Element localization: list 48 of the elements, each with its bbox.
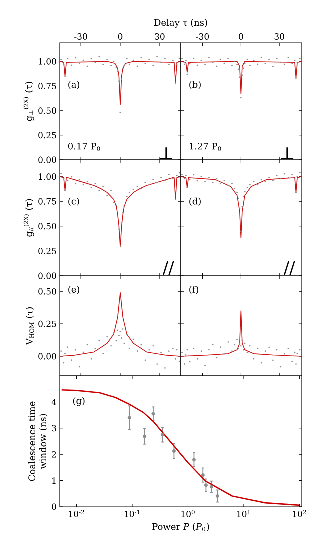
y-tick-label: 0.50 bbox=[38, 108, 56, 114]
y-axis-title: g$_{⊥}$$^{(2X)}$ (τ) bbox=[24, 82, 34, 122]
y-tick-label: 0.25 bbox=[38, 132, 56, 139]
y-tick-label: 1.00 bbox=[39, 58, 56, 65]
x-tick-label: 30 bbox=[155, 34, 165, 40]
y-tick-label: 0.50 bbox=[38, 223, 56, 230]
x-tick-label: 10$^{1}$ bbox=[237, 510, 250, 518]
y-axis-title: V$_{HOM}$ (τ) bbox=[26, 308, 34, 346]
annotation: (c) bbox=[68, 198, 80, 206]
x-tick-label: 10$^{-1}$ bbox=[124, 510, 140, 518]
y-tick-label: 0.00 bbox=[38, 272, 56, 280]
annotation: // bbox=[162, 261, 174, 276]
y-tick-label: 0.75 bbox=[38, 83, 56, 90]
x-tick-label: 10$^{0}$ bbox=[182, 510, 195, 518]
annotation: (b) bbox=[190, 81, 201, 90]
x-axis-title: Delay τ (ns) bbox=[154, 19, 208, 28]
y-tick-label: 0.75 bbox=[38, 198, 56, 205]
y-tick-label: 1 bbox=[52, 478, 56, 484]
y-tick-label: 3 bbox=[52, 425, 56, 432]
y-tick-label: 0.50 bbox=[38, 288, 56, 295]
annotation: (f) bbox=[190, 286, 199, 294]
annotation: // bbox=[284, 261, 296, 276]
y-tick-label: 1.00 bbox=[39, 174, 56, 180]
annotation: (e) bbox=[68, 286, 80, 294]
y-axis-title: Coalescence time window (ns) bbox=[28, 402, 48, 482]
x-tick-label: 0 bbox=[239, 34, 244, 40]
x-tick-label: 30 bbox=[274, 34, 284, 40]
annotation: ⊥ bbox=[160, 148, 173, 160]
y-tick-label: 0.00 bbox=[38, 353, 56, 360]
x-tick-label: -30 bbox=[196, 34, 210, 40]
y-tick-label: 2 bbox=[52, 451, 56, 458]
x-tick-label: 0 bbox=[118, 34, 123, 40]
x-tick-label: 10$^{-2}$ bbox=[69, 510, 84, 518]
y-axis-title: g$_{//}$$^{(2X)}$ (τ) bbox=[24, 199, 34, 237]
x-tick-label: -30 bbox=[74, 34, 88, 40]
annotation: (d) bbox=[190, 198, 201, 206]
y-tick-label: 0.00 bbox=[38, 156, 56, 164]
annotation: ⊥ bbox=[281, 148, 294, 160]
y-tick-label: 4 bbox=[52, 399, 57, 406]
annotation: 1.27 P$_{0}$ bbox=[190, 142, 222, 152]
annotation: 0.17 P$_{0}$ bbox=[68, 142, 100, 152]
y-tick-label: 0.25 bbox=[38, 320, 56, 328]
annotation: (a) bbox=[68, 81, 80, 90]
y-tick-label: 0.25 bbox=[38, 248, 56, 254]
x-axis-title: Power P (P$_{0}$) bbox=[152, 523, 210, 532]
annotation: (g) bbox=[73, 397, 85, 406]
x-tick-label: 10$^{2}$ bbox=[293, 510, 306, 518]
y-tick-label: 0 bbox=[52, 504, 56, 510]
